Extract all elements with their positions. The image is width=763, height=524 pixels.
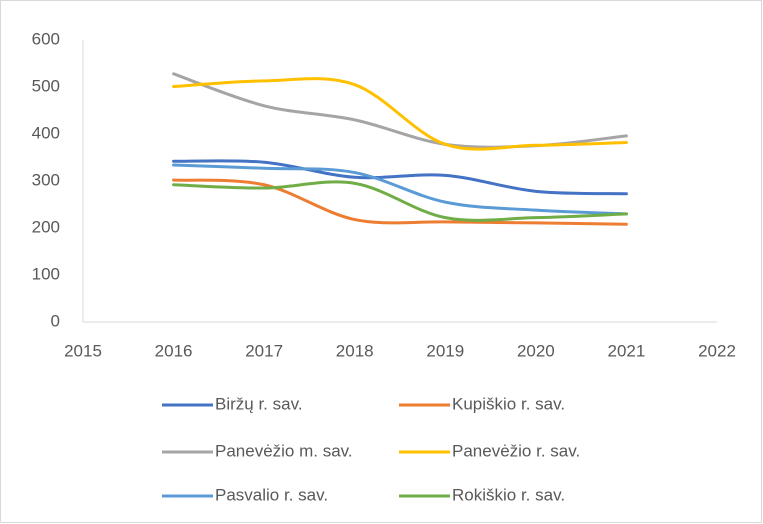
legend-label: Panevėžio r. sav.: [452, 441, 580, 460]
y-tick-label: 600: [32, 29, 60, 48]
series-line: [172, 159, 628, 196]
legend-label: Kupiškio r. sav.: [452, 394, 565, 413]
legend-label: Biržų r. sav.: [215, 394, 303, 413]
y-tick-label: 300: [32, 170, 60, 189]
x-tick-label: 2017: [245, 341, 283, 360]
x-tick-label: 2021: [608, 341, 646, 360]
legend-label: Panevėžio m. sav.: [215, 441, 353, 460]
x-tick-label: 2020: [517, 341, 555, 360]
x-tick-label: 2015: [64, 341, 102, 360]
x-tick-label: 2018: [336, 341, 374, 360]
series-line: [172, 77, 628, 151]
y-tick-label: 200: [32, 217, 60, 236]
y-tick-label: 100: [32, 264, 60, 283]
x-tick-label: 2019: [426, 341, 464, 360]
legend-label: Pasvalio r. sav.: [215, 485, 328, 504]
x-tick-label: 2022: [698, 341, 736, 360]
y-tick-label: 400: [32, 123, 60, 142]
series-line: [172, 178, 628, 226]
legend-label: Rokiškio r. sav.: [452, 485, 565, 504]
y-tick-label: 500: [32, 76, 60, 95]
x-tick-label: 2016: [155, 341, 193, 360]
series-line: [172, 180, 628, 222]
series-line: [172, 163, 628, 216]
y-tick-label: 0: [51, 311, 60, 330]
